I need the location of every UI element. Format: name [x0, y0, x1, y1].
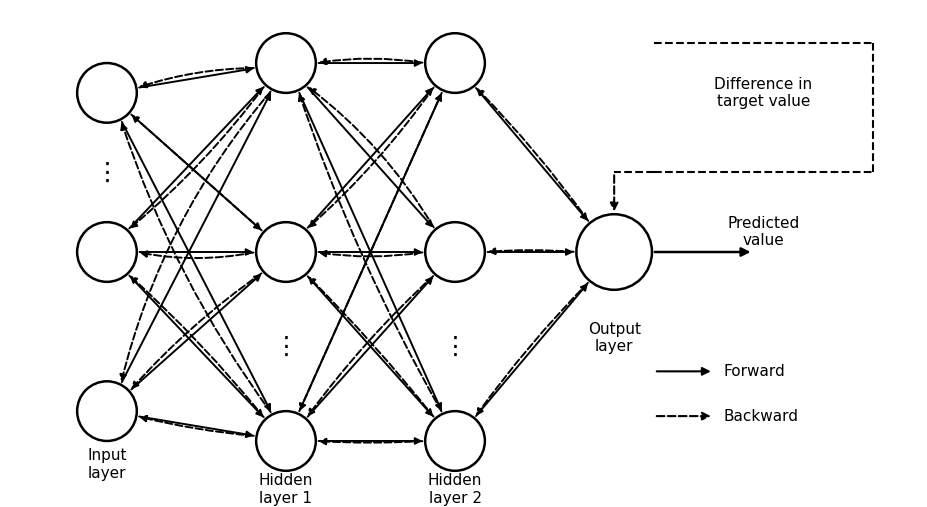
- Circle shape: [256, 222, 315, 282]
- Text: Hidden
layer 1: Hidden layer 1: [259, 473, 312, 505]
- Circle shape: [425, 33, 485, 93]
- Text: Output
layer: Output layer: [587, 321, 640, 354]
- Circle shape: [77, 222, 136, 282]
- Circle shape: [576, 214, 652, 290]
- Circle shape: [256, 33, 315, 93]
- Circle shape: [425, 222, 485, 282]
- Text: Difference in
target value: Difference in target value: [714, 77, 811, 109]
- Text: ⋮: ⋮: [273, 335, 298, 358]
- Text: ⋮: ⋮: [442, 335, 467, 358]
- Text: Predicted
value: Predicted value: [727, 216, 799, 248]
- Circle shape: [77, 381, 136, 441]
- Text: Input
layer: Input layer: [87, 448, 127, 481]
- Text: Forward: Forward: [723, 364, 784, 379]
- Text: Hidden
layer 2: Hidden layer 2: [427, 473, 482, 505]
- Circle shape: [425, 411, 485, 471]
- Text: Backward: Backward: [723, 409, 798, 424]
- Circle shape: [77, 63, 136, 123]
- Text: ⋮: ⋮: [95, 160, 120, 185]
- Circle shape: [256, 411, 315, 471]
